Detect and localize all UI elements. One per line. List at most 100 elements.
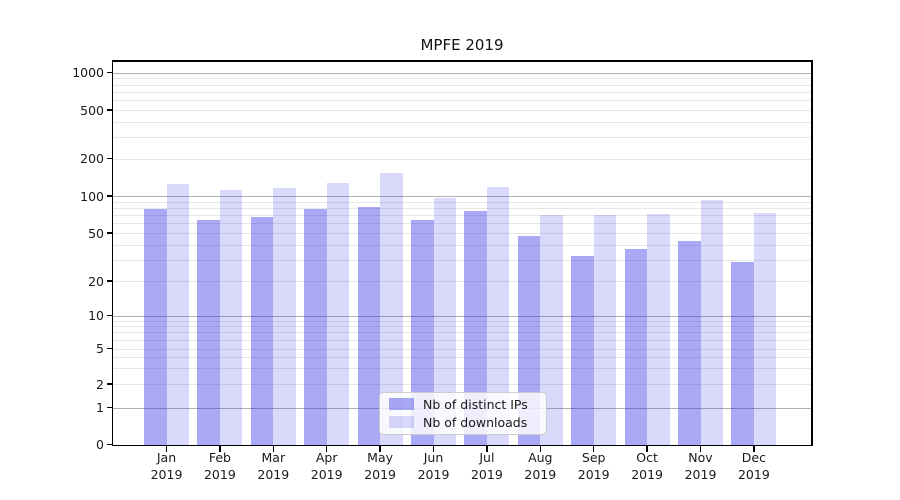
- gridline-minor: [113, 137, 811, 139]
- y-tick-mark: [106, 280, 113, 282]
- gridline-minor: [113, 259, 811, 261]
- x-tick-label: Oct 2019: [615, 450, 679, 483]
- gridline-minor: [113, 339, 811, 341]
- x-tick-year: 2019: [257, 466, 290, 482]
- axis-spine-bottom: [111, 444, 813, 446]
- bar-distinct-ips: [624, 248, 648, 445]
- x-tick-mark: [753, 446, 755, 452]
- x-tick-month: Mar: [261, 450, 286, 465]
- x-tick-label: Jul 2019: [455, 450, 519, 483]
- x-tick-mark: [165, 446, 168, 452]
- y-tick-mark: [106, 314, 113, 317]
- x-tick-mark: [646, 446, 648, 452]
- legend-label: Nb of distinct IPs: [423, 396, 528, 412]
- axis-spine-left: [111, 60, 113, 446]
- bar-distinct-ips: [464, 211, 487, 445]
- y-tick-label: 5: [96, 341, 104, 356]
- gridline-major: [113, 72, 811, 74]
- y-tick-label: 50: [88, 225, 104, 241]
- legend-swatch-distinct-ips: [389, 398, 414, 410]
- bar-distinct-ips: [357, 207, 381, 445]
- x-tick-year: 2019: [631, 466, 663, 482]
- x-tick-year: 2019: [684, 466, 717, 482]
- gridline-minor: [113, 244, 811, 246]
- x-tick-mark: [486, 446, 488, 452]
- gridline-minor: [113, 207, 811, 209]
- x-tick-label: Jan 2019: [135, 450, 199, 483]
- gridline-major: [113, 315, 811, 317]
- legend: Nb of distinct IPs Nb of downloads: [379, 391, 547, 435]
- y-tick-mark: [106, 443, 113, 446]
- x-tick-year: 2019: [364, 466, 396, 482]
- bar-downloads: [380, 173, 403, 445]
- y-tick-label: 200: [80, 151, 104, 166]
- y-tick-label: 2: [96, 376, 104, 392]
- gridline-minor: [113, 332, 811, 334]
- x-tick-label: Feb 2019: [188, 450, 252, 483]
- y-tick-label: 10: [88, 308, 104, 323]
- x-tick-month: Sep: [581, 450, 606, 465]
- x-tick-month: Jun: [423, 450, 444, 465]
- y-tick-label: 1: [96, 400, 104, 415]
- gridline-minor: [113, 121, 811, 123]
- x-tick-year: 2019: [150, 466, 183, 482]
- gridline-minor: [113, 357, 811, 359]
- x-tick-label: Mar 2019: [241, 450, 305, 483]
- x-tick-mark: [699, 446, 702, 452]
- bar-downloads: [540, 215, 563, 445]
- x-tick-month: Nov: [688, 450, 713, 465]
- x-tick-month: Jul: [479, 450, 495, 465]
- bar-distinct-ips: [411, 219, 434, 445]
- y-tick-mark: [106, 406, 113, 409]
- gridline-minor: [113, 100, 811, 102]
- x-tick-month: Feb: [208, 450, 231, 465]
- bar-downloads: [593, 215, 617, 445]
- gridline-minor: [113, 78, 811, 80]
- axis-spine-right: [811, 60, 813, 446]
- plot-area: Nb of distinct IPs Nb of downloads: [113, 62, 811, 445]
- x-tick-label: Sep 2019: [562, 450, 626, 483]
- chart-title: MPFE 2019: [420, 36, 504, 54]
- bar-distinct-ips: [571, 256, 594, 445]
- x-tick-mark: [326, 446, 328, 452]
- gridline-major: [113, 196, 811, 197]
- x-tick-label: Dec 2019: [722, 450, 786, 483]
- x-tick-mark: [272, 446, 274, 452]
- x-tick-month: May: [367, 450, 394, 465]
- y-tick-mark: [106, 195, 113, 197]
- x-tick-mark: [539, 446, 541, 452]
- bar-downloads: [219, 189, 243, 445]
- axis-spine-top: [111, 60, 813, 62]
- x-tick-mark: [219, 446, 221, 452]
- x-tick-mark: [379, 446, 381, 452]
- x-tick-label: Nov 2019: [669, 450, 733, 483]
- y-tick-label: 1000: [72, 65, 104, 80]
- bar-downloads: [273, 188, 296, 445]
- gridline-minor: [113, 223, 811, 225]
- gridline-minor: [113, 348, 811, 350]
- bar-downloads: [753, 212, 777, 445]
- x-tick-year: 2019: [310, 466, 343, 482]
- y-tick-label: 20: [88, 273, 104, 289]
- y-tick-label: 500: [80, 102, 104, 118]
- bar-downloads: [700, 199, 723, 445]
- gridline-minor: [113, 368, 811, 370]
- y-tick-mark: [106, 109, 113, 111]
- legend-item-distinct-ips: Nb of distinct IPs: [389, 397, 546, 412]
- bar-downloads: [647, 214, 670, 445]
- x-tick-mark: [593, 446, 595, 452]
- x-tick-label: Jun 2019: [402, 450, 466, 483]
- y-tick-mark: [106, 71, 113, 74]
- y-tick-label: 100: [80, 188, 104, 204]
- x-tick-month: Apr: [315, 450, 338, 465]
- bar-distinct-ips: [304, 209, 327, 445]
- x-tick-year: 2019: [470, 466, 503, 482]
- x-tick-month: Oct: [636, 450, 658, 465]
- bar-downloads: [326, 182, 350, 445]
- bar-distinct-ips: [678, 240, 701, 445]
- x-tick-label: Aug 2019: [508, 450, 572, 483]
- y-tick-mark: [106, 347, 113, 350]
- gridline-minor: [113, 158, 811, 160]
- gridline-minor: [113, 384, 811, 385]
